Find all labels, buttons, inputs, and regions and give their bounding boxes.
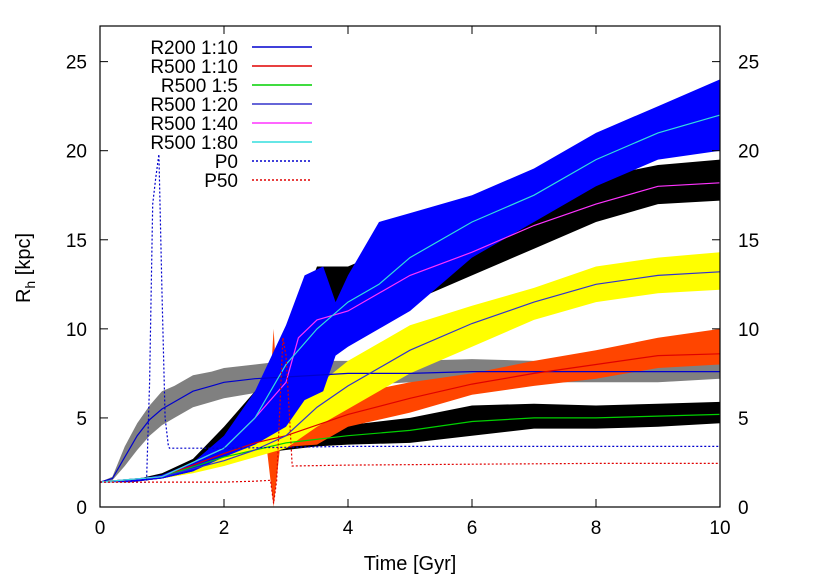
series-line-r500-1-20 — [99, 271, 721, 483]
y-axis-right: 0 5 10 15 20 25 — [712, 53, 759, 519]
series-line-p50 — [100, 337, 720, 504]
y-axis-title-unit: [kpc] — [13, 233, 35, 281]
series-line-r500-1-10 — [99, 353, 721, 483]
legend-label: P0 — [215, 152, 238, 173]
legend-label: R200 1:10 — [150, 38, 238, 59]
y-axis-title-main: R — [13, 289, 35, 303]
series-line-r200-1-10 — [99, 371, 720, 483]
y2-tick-label: 10 — [738, 320, 759, 341]
x-axis: 0 2 4 6 8 10 — [95, 26, 731, 539]
series-line-r500-1-5 — [99, 413, 721, 483]
legend-label: R500 1:80 — [150, 133, 238, 154]
legend-label: R500 1:40 — [150, 114, 238, 135]
series-line-p0 — [100, 154, 720, 483]
y-axis-left: 0 5 10 15 20 25 — [66, 53, 108, 519]
y-axis-title-sub: h — [22, 281, 38, 289]
x-tick-label: 2 — [219, 518, 230, 539]
y-tick-label: 0 — [76, 498, 87, 519]
band-4 — [100, 252, 720, 483]
y2-tick-label: 5 — [738, 409, 749, 430]
y-tick-label: 10 — [66, 320, 87, 341]
y2-tick-label: 15 — [738, 231, 759, 252]
band-1 — [100, 359, 720, 483]
x-axis-title: Time [Gyr] — [364, 553, 457, 575]
band-group — [100, 79, 720, 507]
band-6 — [100, 79, 720, 483]
series-group — [99, 114, 721, 504]
legend-label: P50 — [204, 171, 238, 192]
x-tick-label: 6 — [467, 518, 478, 539]
x-tick-label: 0 — [95, 518, 106, 539]
legend-label: R500 1:5 — [161, 76, 238, 97]
x-tick-label: 10 — [709, 518, 730, 539]
x-tick-label: 4 — [343, 518, 354, 539]
y-tick-label: 15 — [66, 231, 87, 252]
legend-label: R500 1:10 — [150, 57, 238, 78]
y-tick-label: 5 — [76, 409, 87, 430]
band-2 — [100, 401, 720, 483]
y-axis-title: Rh [kpc] — [13, 233, 38, 303]
plot-frame — [99, 25, 721, 508]
x-tick-label: 8 — [591, 518, 602, 539]
band-3 — [100, 328, 720, 507]
y-tick-label: 20 — [66, 142, 87, 163]
series-line-r500-1-80 — [99, 114, 721, 483]
y2-tick-label: 25 — [738, 53, 759, 74]
y2-tick-label: 20 — [738, 142, 759, 163]
y-tick-label: 25 — [66, 53, 87, 74]
y2-tick-label: 0 — [738, 498, 749, 519]
legend-label: R500 1:20 — [150, 95, 238, 116]
